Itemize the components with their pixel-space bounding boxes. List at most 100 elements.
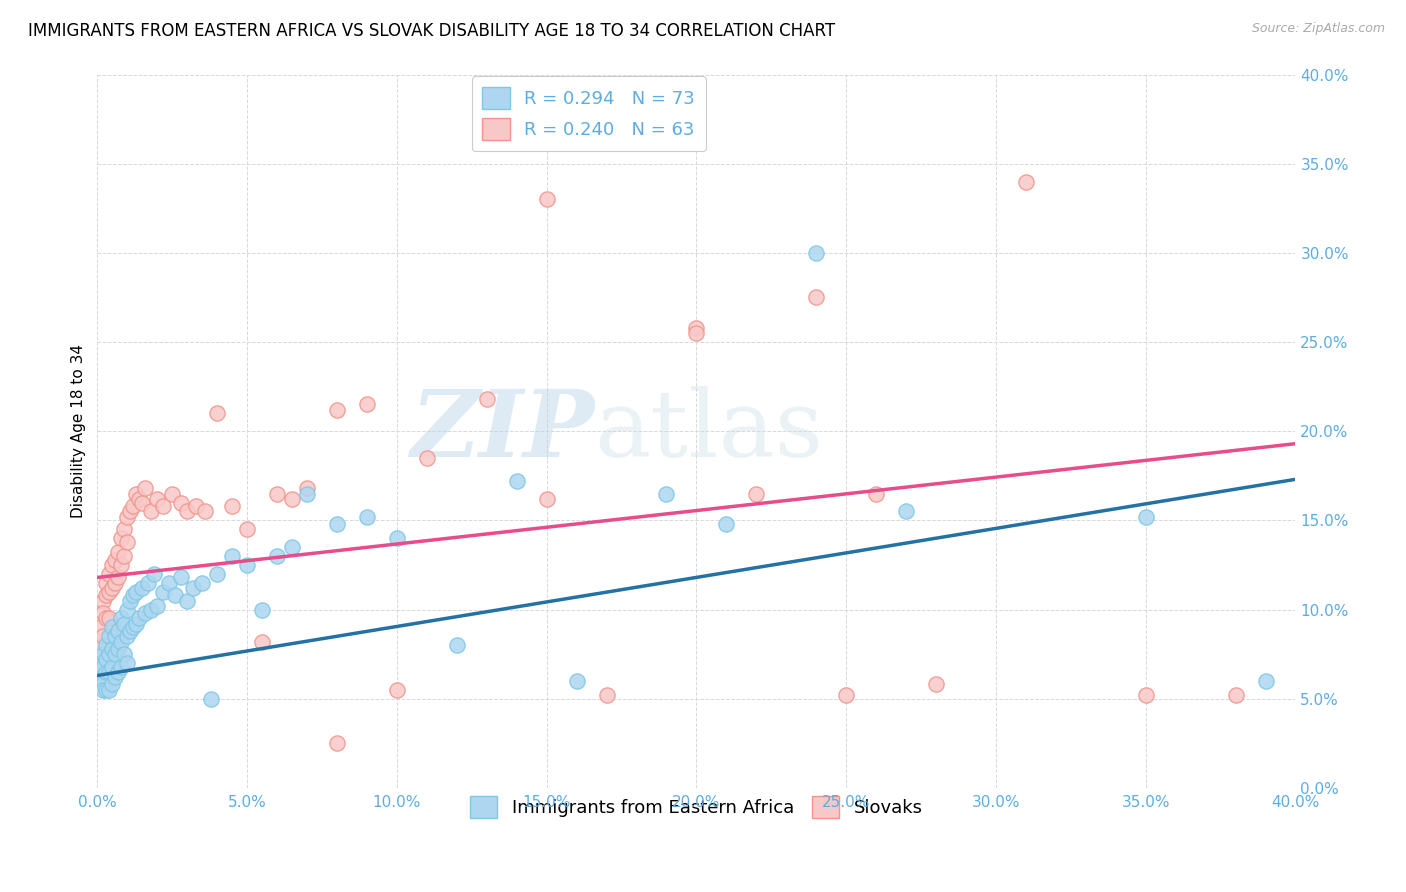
- Point: [176, 504, 198, 518]
- Point: [98, 629, 121, 643]
- Text: Source: ZipAtlas.com: Source: ZipAtlas.com: [1251, 22, 1385, 36]
- Point: [221, 499, 243, 513]
- Point: [104, 552, 127, 566]
- Point: [536, 491, 558, 506]
- Point: [205, 406, 228, 420]
- Point: [112, 549, 135, 563]
- Point: [281, 491, 304, 506]
- Point: [96, 665, 118, 679]
- Point: [125, 584, 148, 599]
- Point: [110, 531, 132, 545]
- Point: [685, 320, 707, 334]
- Point: [141, 602, 163, 616]
- Point: [96, 611, 118, 625]
- Point: [120, 504, 142, 518]
- Point: [98, 682, 121, 697]
- Point: [200, 691, 222, 706]
- Point: [104, 647, 127, 661]
- Point: [117, 629, 139, 643]
- Point: [122, 620, 145, 634]
- Point: [655, 486, 678, 500]
- Point: [181, 581, 204, 595]
- Point: [865, 486, 887, 500]
- Point: [93, 606, 115, 620]
- Point: [93, 647, 115, 661]
- Point: [89, 620, 111, 634]
- Point: [385, 531, 408, 545]
- Point: [191, 575, 214, 590]
- Point: [107, 545, 129, 559]
- Point: [101, 581, 124, 595]
- Point: [152, 499, 174, 513]
- Point: [107, 570, 129, 584]
- Y-axis label: Disability Age 18 to 34: Disability Age 18 to 34: [72, 344, 86, 518]
- Point: [117, 602, 139, 616]
- Point: [96, 682, 118, 697]
- Point: [141, 504, 163, 518]
- Point: [117, 656, 139, 670]
- Point: [128, 611, 150, 625]
- Point: [1135, 688, 1157, 702]
- Point: [295, 486, 318, 500]
- Point: [104, 670, 127, 684]
- Point: [89, 673, 111, 688]
- Point: [326, 516, 349, 531]
- Point: [1254, 673, 1277, 688]
- Point: [170, 495, 193, 509]
- Point: [93, 659, 115, 673]
- Point: [98, 611, 121, 625]
- Point: [104, 575, 127, 590]
- Point: [89, 638, 111, 652]
- Point: [110, 611, 132, 625]
- Point: [122, 499, 145, 513]
- Point: [104, 629, 127, 643]
- Point: [385, 682, 408, 697]
- Point: [93, 682, 115, 697]
- Point: [236, 558, 259, 572]
- Point: [1015, 174, 1038, 188]
- Point: [98, 647, 121, 661]
- Point: [112, 522, 135, 536]
- Point: [475, 392, 498, 406]
- Point: [205, 566, 228, 581]
- Point: [89, 665, 111, 679]
- Point: [131, 581, 153, 595]
- Point: [101, 620, 124, 634]
- Point: [107, 665, 129, 679]
- Point: [136, 575, 159, 590]
- Point: [356, 397, 378, 411]
- Point: [110, 634, 132, 648]
- Point: [536, 192, 558, 206]
- Point: [93, 677, 115, 691]
- Point: [170, 570, 193, 584]
- Point: [1135, 509, 1157, 524]
- Point: [128, 491, 150, 506]
- Point: [266, 549, 288, 563]
- Point: [806, 245, 828, 260]
- Point: [152, 584, 174, 599]
- Point: [416, 450, 439, 465]
- Point: [107, 624, 129, 638]
- Point: [125, 616, 148, 631]
- Point: [120, 593, 142, 607]
- Point: [326, 402, 349, 417]
- Point: [110, 659, 132, 673]
- Point: [745, 486, 768, 500]
- Point: [110, 558, 132, 572]
- Point: [356, 509, 378, 524]
- Point: [250, 634, 273, 648]
- Point: [160, 486, 183, 500]
- Point: [101, 677, 124, 691]
- Point: [96, 652, 118, 666]
- Legend: Immigrants from Eastern Africa, Slovaks: Immigrants from Eastern Africa, Slovaks: [463, 789, 929, 825]
- Point: [157, 575, 180, 590]
- Point: [134, 481, 156, 495]
- Text: ZIP: ZIP: [411, 386, 595, 476]
- Point: [117, 509, 139, 524]
- Text: IMMIGRANTS FROM EASTERN AFRICA VS SLOVAK DISABILITY AGE 18 TO 34 CORRELATION CHA: IMMIGRANTS FROM EASTERN AFRICA VS SLOVAK…: [28, 22, 835, 40]
- Point: [295, 481, 318, 495]
- Point: [112, 647, 135, 661]
- Point: [146, 599, 169, 613]
- Point: [505, 474, 527, 488]
- Point: [101, 558, 124, 572]
